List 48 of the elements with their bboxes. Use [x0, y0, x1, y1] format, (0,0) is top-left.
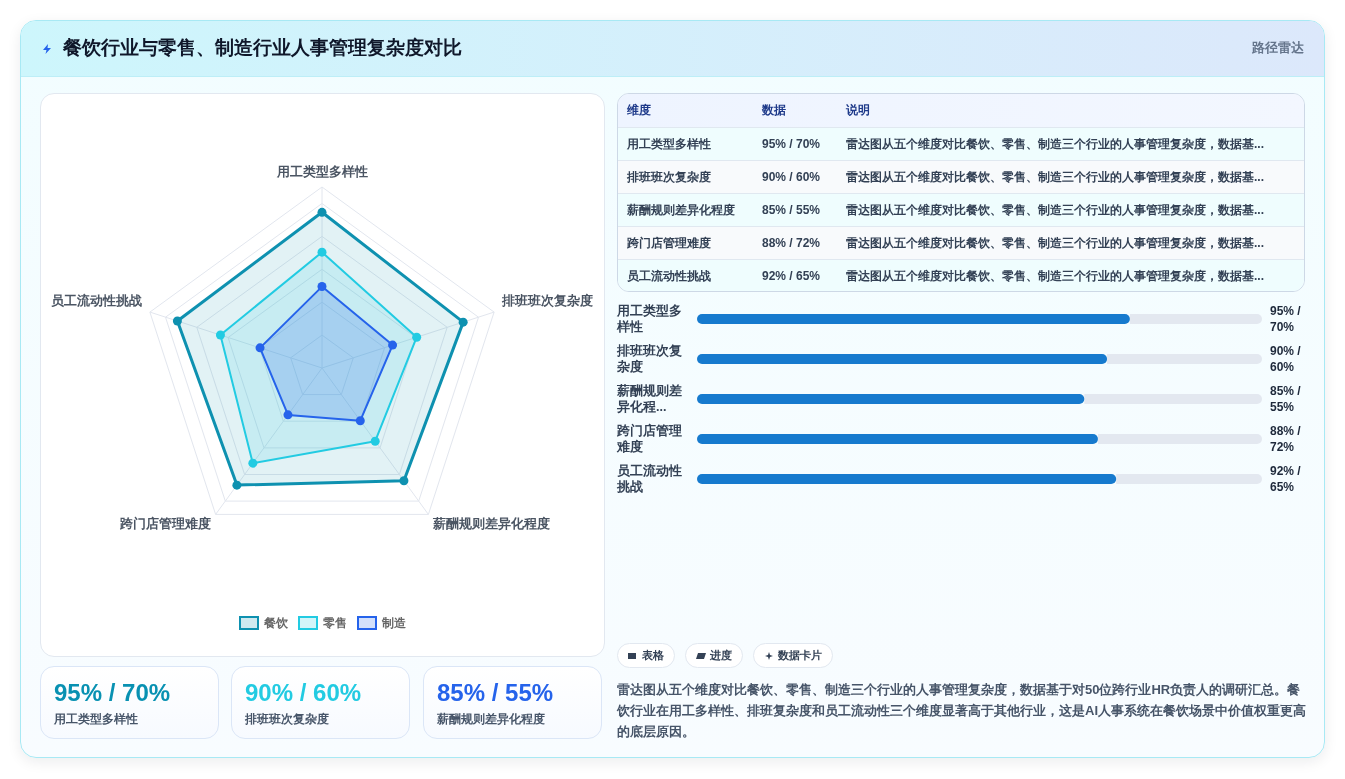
text: 雷达图从五个维度对比餐饮、零售、制造三个行业的人事管理复杂度，数据基...: [846, 170, 1265, 185]
text: 雷达图从五个维度对比餐饮、零售、制造三个行业的人事管理复杂度，数据基...: [846, 137, 1265, 152]
text: 薪酬规则差异化程度: [437, 712, 545, 726]
text: 90% / 60%: [762, 170, 821, 185]
text: 88% / 72%: [762, 236, 821, 251]
data-label: 95% / 70%: [1270, 303, 1302, 335]
text: 员工流动性挑战: [627, 269, 711, 284]
text: 餐饮行业与零售、制造行业人事管理复杂度对比: [63, 36, 462, 60]
text: 数据: [762, 103, 786, 118]
text: 数据卡片: [778, 649, 822, 662]
text: 92% / 65%: [762, 269, 821, 284]
spoke-label: 薪酬规则差异化程度: [432, 516, 551, 532]
text: 路径雷达: [1252, 40, 1304, 56]
text: 跨门店管理难度: [627, 236, 711, 251]
legend-label: 零售: [323, 616, 347, 630]
text: 85% / 55%: [437, 679, 554, 707]
spoke-label: 排班班次复杂度: [500, 293, 593, 309]
data-label: 90% / 60%: [1270, 343, 1302, 375]
y-tick-label: 员工流动性挑战: [617, 463, 683, 495]
spoke-label: 跨门店管理难度: [118, 516, 211, 532]
text: 雷达图从五个维度对比餐饮、零售、制造三个行业的人事管理复杂度，数据基...: [846, 236, 1265, 251]
text: 薪酬规则差异化程度: [627, 203, 735, 218]
legend-label: 餐饮: [264, 616, 288, 630]
y-tick-label: 排班班次复杂度: [617, 343, 683, 375]
text: 说明: [846, 103, 870, 118]
legend-label: 制造: [382, 616, 406, 630]
data-label: 92% / 65%: [1270, 463, 1302, 495]
data-label: 85% / 55%: [1270, 383, 1302, 415]
text: 进度: [710, 649, 732, 662]
y-tick-label: 用工类型多样性: [617, 303, 683, 335]
text: 维度: [627, 103, 651, 118]
text: 排班班次复杂度: [627, 170, 711, 185]
text: 95% / 70%: [762, 137, 821, 152]
y-tick-label: 跨门店管理难度: [617, 423, 683, 455]
text: 雷达图从五个维度对比餐饮、零售、制造三个行业的人事管理复杂度，数据基于对50位跨行业HR负责人的调研汇总。餐饮行业在用工多样性、排班复杂度和员工流动性三个维度显著高于其他行业，这是AI人事系统在餐饮场景中价值权重更高的底层原因。: [617, 681, 1307, 741]
y-tick-label: 薪酬规则差异化程...: [617, 383, 683, 415]
text: 95% / 70%: [54, 679, 171, 707]
text: 用工类型多样性: [627, 137, 711, 152]
text: 90% / 60%: [245, 679, 362, 707]
text: 雷达图从五个维度对比餐饮、零售、制造三个行业的人事管理复杂度，数据基...: [846, 203, 1265, 218]
text: 雷达图从五个维度对比餐饮、零售、制造三个行业的人事管理复杂度，数据基...: [846, 269, 1265, 284]
text: 85% / 55%: [762, 203, 821, 218]
data-label: 88% / 72%: [1270, 423, 1302, 455]
spoke-label: 员工流动性挑战: [51, 293, 143, 309]
text: 表格: [642, 649, 664, 662]
text: 用工类型多样性: [54, 712, 138, 726]
text: 排班班次复杂度: [245, 712, 329, 726]
spoke-label: 用工类型多样性: [275, 164, 368, 180]
